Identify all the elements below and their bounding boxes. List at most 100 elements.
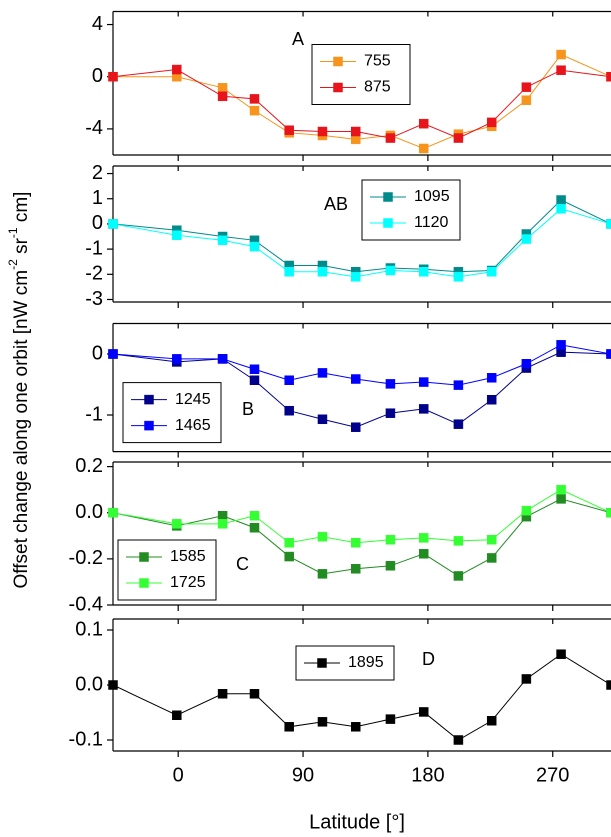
legend-marker [317, 658, 327, 668]
legend-box [122, 382, 222, 444]
marker [284, 537, 294, 548]
legend-marker [144, 394, 154, 405]
marker [556, 195, 566, 205]
marker [172, 230, 182, 241]
panel-label: C [236, 554, 249, 574]
marker [453, 571, 464, 581]
marker [486, 395, 497, 405]
legend-label: 1585 [170, 548, 206, 565]
series-line [112, 208, 611, 278]
marker [385, 133, 396, 143]
y-tick-label: 4 [92, 13, 103, 35]
marker [606, 71, 611, 82]
marker [108, 349, 118, 359]
marker [556, 340, 566, 350]
legend-marker [144, 420, 154, 431]
marker [351, 722, 361, 732]
marker [521, 234, 532, 244]
y-tick-label: 1 [92, 187, 103, 209]
marker [172, 64, 182, 75]
marker [453, 272, 464, 282]
y-tick-label: -2 [85, 263, 103, 285]
marker [108, 71, 118, 82]
marker [606, 680, 611, 690]
marker [521, 359, 532, 369]
marker [108, 507, 118, 518]
legend-label: 1465 [175, 417, 211, 434]
marker [217, 235, 228, 246]
marker [284, 125, 294, 135]
marker [284, 551, 294, 562]
y-tick-label: -0.4 [69, 593, 103, 615]
legend-marker [383, 192, 393, 202]
legend-label: 1895 [348, 654, 384, 671]
x-axis-label: Latitude [°] [309, 811, 405, 833]
marker [351, 272, 361, 282]
marker [249, 364, 260, 374]
y-tick-label: 0.2 [75, 455, 103, 477]
marker [521, 82, 532, 92]
marker [217, 689, 228, 699]
legend-label: 1245 [175, 391, 211, 408]
marker [172, 710, 182, 720]
marker [249, 241, 260, 252]
marker [108, 219, 118, 229]
marker [418, 533, 429, 543]
marker [486, 373, 497, 383]
y-tick-label: -3 [85, 288, 103, 310]
marker [606, 507, 611, 518]
marker [556, 49, 566, 60]
marker [284, 375, 294, 385]
legend-marker [139, 578, 149, 588]
marker [486, 716, 497, 726]
series-line [112, 69, 611, 139]
marker [418, 404, 429, 414]
marker [453, 735, 464, 745]
y-tick-label: 0 [92, 65, 103, 87]
marker [217, 91, 228, 102]
legend-label: 1725 [170, 574, 206, 591]
legend-box [361, 179, 461, 241]
y-tick-label: -1 [85, 403, 103, 425]
series-line [112, 653, 611, 741]
marker [418, 377, 429, 387]
marker [453, 419, 464, 429]
marker [385, 265, 396, 276]
marker [284, 722, 294, 732]
marker [418, 549, 429, 559]
y-tick-label: 2 [92, 162, 103, 184]
marker [317, 569, 328, 579]
marker [249, 94, 260, 104]
legend-marker [333, 82, 343, 93]
x-tick-label: 90 [292, 764, 314, 786]
y-tick-label: -4 [85, 117, 103, 139]
y-tick-label: 0.1 [75, 618, 103, 640]
y-axis-label-part: sr [11, 237, 32, 259]
marker [249, 522, 260, 533]
marker [317, 414, 328, 425]
marker [606, 349, 611, 359]
marker [284, 267, 294, 277]
x-tick-label: 0 [173, 764, 184, 786]
marker [385, 561, 396, 571]
x-tick-label: 180 [411, 764, 444, 786]
marker [453, 133, 464, 143]
marker [217, 519, 228, 529]
legend-label: 875 [364, 79, 391, 96]
legend-marker [333, 56, 343, 67]
marker [351, 564, 361, 574]
marker [385, 534, 396, 545]
marker [317, 267, 328, 277]
series-line [112, 489, 611, 544]
marker [351, 126, 361, 137]
legend-marker [139, 552, 149, 562]
marker [317, 717, 328, 727]
legend-marker [383, 218, 393, 228]
panel-label: B [242, 399, 254, 419]
y-axis-label-part: cm] [11, 192, 32, 228]
marker [385, 714, 396, 724]
marker [351, 374, 361, 384]
marker [486, 117, 497, 128]
marker [108, 680, 118, 690]
